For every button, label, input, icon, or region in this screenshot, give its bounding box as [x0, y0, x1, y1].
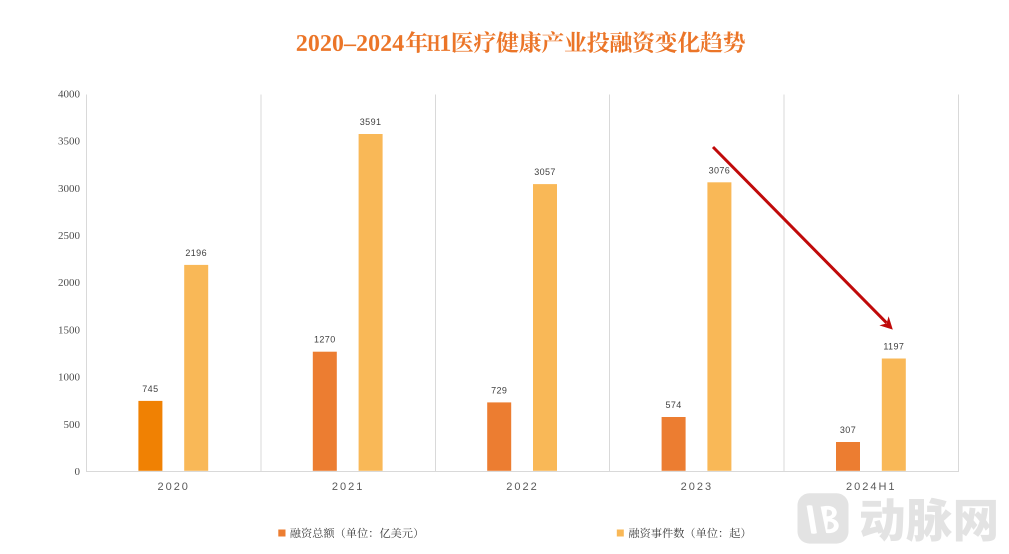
svg-text:3057: 3057 [534, 167, 556, 177]
svg-text:2024H1: 2024H1 [846, 481, 897, 493]
svg-text:745: 745 [142, 384, 158, 394]
svg-text:2500: 2500 [58, 230, 81, 242]
svg-text:3591: 3591 [360, 117, 382, 127]
svg-text:1000: 1000 [58, 372, 81, 384]
svg-text:2196: 2196 [185, 248, 207, 258]
svg-text:2000: 2000 [58, 277, 81, 289]
svg-text:2021: 2021 [332, 481, 364, 493]
svg-text:4000: 4000 [58, 88, 81, 100]
svg-text:3000: 3000 [58, 183, 81, 195]
svg-text:3076: 3076 [709, 165, 731, 175]
svg-text:1197: 1197 [883, 342, 904, 352]
svg-text:574: 574 [665, 400, 681, 410]
svg-text:1500: 1500 [58, 324, 81, 336]
svg-text:1270: 1270 [314, 335, 336, 345]
svg-text:3500: 3500 [58, 136, 81, 148]
svg-text:2020: 2020 [157, 481, 189, 493]
svg-text:729: 729 [491, 385, 507, 395]
svg-text:2022: 2022 [506, 481, 538, 493]
svg-text:0: 0 [75, 466, 81, 478]
svg-text:500: 500 [64, 419, 81, 431]
svg-text:2023: 2023 [681, 481, 713, 493]
svg-text:307: 307 [840, 425, 856, 435]
